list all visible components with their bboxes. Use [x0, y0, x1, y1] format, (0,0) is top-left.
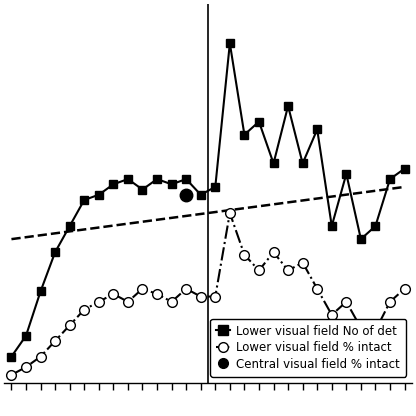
Legend: Lower visual field No of det, Lower visual field % intact, Central visual field : Lower visual field No of det, Lower visu… — [210, 319, 406, 377]
